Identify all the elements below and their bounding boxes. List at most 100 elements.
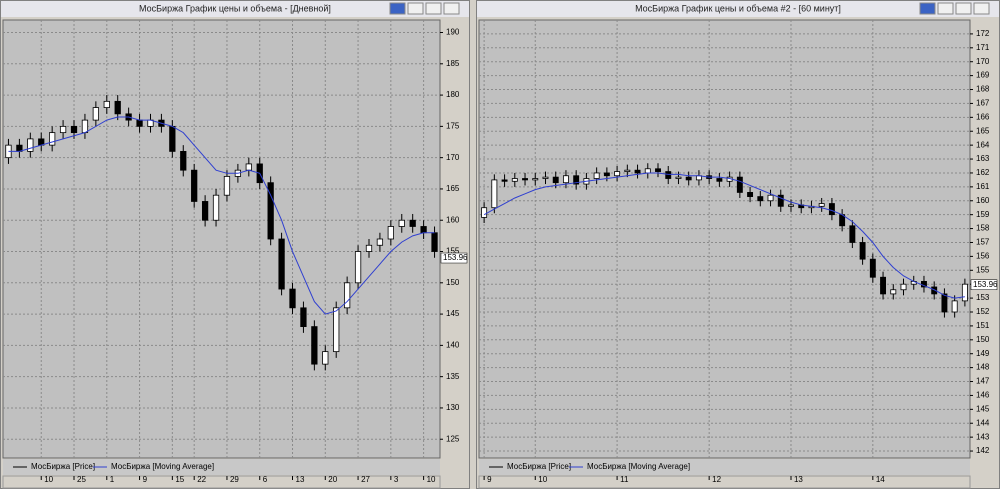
y-tick-label: 156 (976, 251, 990, 260)
x-axis-area (2, 475, 441, 489)
x-tick-label: 6 (263, 475, 268, 484)
candle-body (532, 178, 539, 181)
candle-body (767, 194, 774, 202)
candle-body (900, 283, 907, 291)
toolbar-button[interactable] (919, 2, 936, 15)
y-tick-label: 165 (976, 126, 990, 135)
y-tick-label: 171 (976, 43, 990, 52)
candle-body (311, 326, 318, 365)
close-button[interactable] (973, 2, 990, 15)
maximize-button[interactable] (425, 2, 442, 15)
y-tick-label: 169 (976, 71, 990, 80)
y-tick-label: 125 (446, 434, 460, 443)
y-tick-label: 150 (446, 278, 460, 287)
candle-body (201, 201, 209, 221)
candle-body (573, 175, 580, 185)
candle-body (180, 150, 187, 171)
y-tick-label: 160 (446, 215, 460, 224)
candle-body (501, 179, 508, 182)
candle-body (81, 119, 89, 134)
window-title: МосБиржа График цены и объема #2 - [60 м… (635, 3, 841, 13)
candle-body (818, 203, 825, 207)
legend-label: МосБиржа [Price] (507, 462, 571, 471)
minimize-button[interactable] (407, 2, 424, 15)
candle-body (593, 172, 600, 179)
candle-body (869, 258, 876, 278)
y-tick-label: 163 (976, 154, 990, 163)
candle-body (562, 175, 569, 184)
x-tick-label: 3 (394, 475, 399, 484)
candle-body (941, 293, 948, 313)
candle-body (212, 194, 220, 221)
maximize-button[interactable] (955, 2, 972, 15)
candle-body (624, 169, 631, 172)
plot-area (478, 19, 971, 459)
y-tick-label: 161 (976, 182, 990, 191)
candle-body (191, 169, 198, 202)
candle-body (542, 176, 549, 179)
legend-label: МосБиржа [Moving Average] (587, 462, 690, 471)
candle-body (376, 238, 384, 246)
y-tick-label: 160 (976, 196, 990, 205)
x-tick-label: 27 (361, 475, 370, 484)
title-bar (477, 1, 999, 17)
y-tick-label: 152 (976, 307, 990, 316)
minimize-button[interactable] (937, 2, 954, 15)
candle-body (322, 351, 329, 365)
x-tick-label: 9 (143, 475, 148, 484)
y-tick-label: 153 (976, 293, 990, 302)
legend-label: МосБиржа [Moving Average] (111, 462, 214, 471)
candle-body (634, 169, 641, 174)
candle-body (223, 176, 231, 196)
candle-body (736, 176, 743, 193)
candle-body (289, 288, 296, 309)
toolbar-button[interactable] (389, 2, 406, 15)
candle-body (344, 282, 351, 309)
candle-body (665, 171, 672, 179)
y-tick-label: 164 (976, 140, 990, 149)
x-tick-label: 12 (712, 475, 721, 484)
y-tick-label: 145 (446, 309, 460, 318)
y-tick-label: 157 (976, 238, 990, 247)
candle-body (859, 242, 866, 260)
x-tick-label: 14 (876, 475, 885, 484)
moving-average-line (8, 116, 435, 315)
x-tick-label: 10 (538, 475, 547, 484)
y-tick-label: 180 (446, 90, 460, 99)
x-tick-label: 20 (328, 475, 337, 484)
last-price-box (970, 279, 998, 290)
candle-body (675, 176, 682, 179)
last-price-label: 153.96 (443, 253, 468, 262)
candle-body (603, 172, 610, 177)
candle-body (387, 226, 394, 240)
candle-body (27, 138, 34, 152)
x-tick-label: 10 (44, 475, 53, 484)
y-tick-label: 145 (976, 404, 990, 413)
candle-body (849, 225, 856, 243)
x-tick-label: 22 (197, 475, 206, 484)
y-tick-label: 146 (976, 391, 990, 400)
candle-body (59, 125, 67, 134)
y-tick-label: 165 (446, 184, 460, 193)
y-tick-label: 149 (976, 349, 990, 358)
last-price-box (440, 252, 468, 264)
moving-average-line (483, 172, 965, 299)
y-tick-label: 170 (976, 57, 990, 66)
y-tick-label: 151 (976, 321, 990, 330)
candle-body (491, 179, 498, 209)
y-tick-label: 148 (976, 363, 990, 372)
y-tick-label: 190 (446, 28, 460, 37)
candle-body (747, 192, 754, 197)
candle-body (522, 178, 528, 181)
candle-body (136, 119, 143, 127)
close-button[interactable] (443, 2, 460, 15)
legend-label: МосБиржа [Price] (31, 462, 95, 471)
candle-body (481, 207, 488, 218)
candle-body (354, 251, 362, 284)
candle-body (655, 168, 661, 172)
candle-body (951, 300, 958, 313)
y-tick-label: 130 (446, 403, 460, 412)
candle-body (267, 182, 274, 240)
candle-body (644, 168, 651, 174)
